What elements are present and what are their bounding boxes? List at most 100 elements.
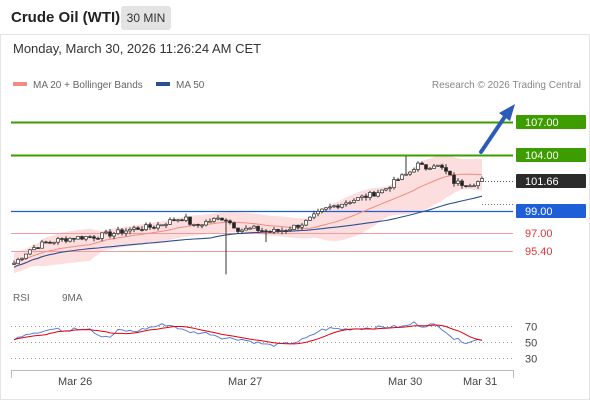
candle-body [148,224,152,228]
candle-body [468,185,472,188]
candle-body [300,224,304,228]
candle-body [472,185,476,188]
legend-ma20-label: MA 20 + Bollinger Bands [33,80,143,91]
candle-body [404,173,408,176]
rsi-level-label: 70 [525,322,537,334]
candle-body [188,216,192,225]
candle-body [396,179,400,181]
candle-body [360,195,364,198]
candle-body [244,227,248,231]
candle-body [448,170,452,176]
credit-text: Research © 2026 Trading Central [431,80,581,91]
candle-body [192,224,196,226]
candle-body [296,224,300,228]
candle-body [316,211,320,215]
candle-body [80,236,84,240]
ma20-swatch [13,82,27,87]
candle-body [156,224,160,229]
candle-body [124,230,128,234]
candle-body [268,231,272,233]
candle-body [408,171,412,175]
candle-body [140,229,144,231]
forecast-arrow-shaft [479,113,508,154]
timeframe-button[interactable]: 30 MIN [121,6,171,30]
candle-body [264,230,268,233]
ma50-line [13,195,483,268]
header: Crude Oil (WTI) 30 MIN [0,0,590,34]
candle-body [84,236,88,240]
candle-body [372,192,376,197]
candle-body [364,195,368,198]
price-label-last: 101.66 [516,174,586,188]
svg-text:95.40: 95.40 [525,246,553,258]
candle-body [224,219,228,222]
candle-body [324,207,328,210]
price-label-support: 95.40 [525,246,553,258]
candle-body [212,218,216,222]
ma50-swatch [156,82,170,87]
candle-body [120,229,124,234]
candle-body [88,236,92,238]
candle-body [240,229,244,232]
candle-body [176,219,180,222]
candle-body [280,230,284,232]
candle-body [400,174,404,180]
candle-body [216,217,220,220]
x-label-mar26: Mar 26 [58,376,93,388]
ma20-line [13,173,483,264]
candle-body [412,169,416,173]
legend-9ma-label: 9MA [62,293,83,304]
candle-body [152,226,156,229]
candle-body [172,219,176,221]
candle-body [104,231,108,234]
legend-ma50: MA 50 [156,80,204,91]
candle-body [112,233,116,237]
candle-body [228,220,232,224]
candle-body [416,162,420,170]
candle-body [116,229,120,234]
candle-body [12,262,16,265]
candle-body [352,200,356,203]
price-label-resistance: 107.00 [516,115,586,129]
candle-body [132,227,136,230]
svg-text:97.00: 97.00 [525,228,553,240]
candle-body [328,206,332,209]
legend-ma50-label: MA 50 [176,80,205,91]
instrument-title: Crude Oil (WTI) [11,9,121,26]
candle-body [256,225,260,231]
legend-ma20: MA 20 + Bollinger Bands [13,80,143,91]
forecast-arrow-head [499,104,515,121]
candle-body [220,217,224,221]
candle-body [304,219,308,226]
candle-body [128,228,132,232]
candle-body [144,224,148,231]
candle-body [368,192,372,198]
candle-body [336,205,340,208]
candle-body [340,203,344,208]
price-label-pivot: 99.00 [516,204,586,218]
svg-text:101.66: 101.66 [525,176,559,188]
candle-body [184,216,188,221]
candle-body [56,238,60,243]
legend-9ma: 9MA [62,293,83,304]
candle-body [272,229,276,233]
candle-body [236,227,240,232]
candle-body [100,232,104,239]
candle-body [452,174,456,184]
candle-body [292,224,296,230]
candle-body [96,237,100,240]
candle-body [332,205,336,208]
x-label-mar30: Mar 30 [388,376,423,388]
candle-body [356,197,360,201]
candle-body [52,241,56,244]
rsi-level-label: 50 [525,338,537,350]
candle-body [200,224,204,227]
candle-body [260,230,264,232]
candle-body [388,187,392,189]
legend-rsi-label: RSI [13,293,30,304]
candle-body [28,249,32,255]
legend-rsi: RSI [13,293,30,304]
price-label-resistance: 104.00 [516,148,586,162]
candle-body [64,238,68,242]
